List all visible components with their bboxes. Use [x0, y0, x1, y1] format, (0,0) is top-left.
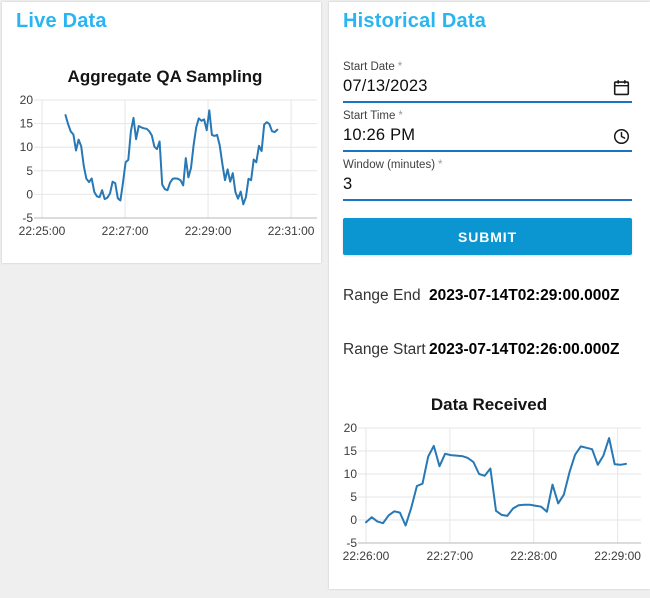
svg-text:22:26:00: 22:26:00 [343, 549, 390, 563]
start-date-input[interactable] [343, 75, 632, 103]
svg-text:22:31:00: 22:31:00 [268, 224, 315, 238]
live-chart-plot: 22:25:00 22:27:00 22:29:00 22:31:00 20 15 10 5 0… [19, 93, 317, 238]
svg-text:22:27:00: 22:27:00 [427, 549, 474, 563]
svg-text:15: 15 [20, 117, 34, 131]
historical-chart-plot: 22:26:00 22:27:00 22:28:00 22:29:00 20 15 10 5 0… [343, 421, 642, 563]
live-data-title: Live Data [16, 10, 107, 32]
live-chart: Aggregate QA Sampling 22:25:00 22:27:00 22… [12, 64, 318, 249]
required-asterisk: * [438, 159, 443, 171]
start-date-field: Start Date * [343, 60, 632, 103]
window-minutes-label: Window (minutes) * [343, 158, 632, 173]
svg-text:10: 10 [344, 467, 358, 481]
required-asterisk: * [398, 110, 403, 122]
required-asterisk: * [397, 61, 403, 73]
range-end-value: 2023-07-14T02:29:00.000Z [429, 287, 620, 304]
svg-text:22:29:00: 22:29:00 [185, 224, 232, 238]
range-end-row: Range End 2023-07-14T02:29:00.000Z [343, 287, 640, 305]
svg-text:-5: -5 [22, 211, 33, 225]
svg-text:5: 5 [350, 490, 357, 504]
start-date-label-text: Start Date [343, 61, 395, 73]
live-data-panel: Live Data Aggregate QA Sampling 22:25:00… [2, 2, 321, 263]
range-start-value: 2023-07-14T02:26:00.000Z [429, 341, 620, 358]
historical-chart-title: Data Received [430, 395, 548, 414]
svg-text:-5: -5 [346, 536, 357, 550]
svg-text:0: 0 [26, 187, 33, 201]
window-minutes-label-text: Window (minutes) [343, 159, 436, 171]
start-time-field: Start Time * [343, 109, 632, 152]
start-time-label-text: Start Time [343, 110, 396, 122]
svg-text:20: 20 [20, 93, 34, 107]
svg-text:20: 20 [344, 421, 358, 435]
window-minutes-input[interactable] [343, 173, 632, 201]
svg-text:22:25:00: 22:25:00 [19, 224, 66, 238]
clock-icon[interactable] [613, 128, 630, 145]
window-minutes-field: Window (minutes) * [343, 158, 632, 201]
historical-data-title: Historical Data [343, 10, 487, 32]
submit-button[interactable]: SUBMIT [343, 218, 632, 255]
svg-text:0: 0 [350, 513, 357, 527]
svg-text:22:29:00: 22:29:00 [594, 549, 641, 563]
svg-text:22:27:00: 22:27:00 [102, 224, 149, 238]
live-chart-title: Aggregate QA Sampling [67, 67, 263, 86]
start-time-label: Start Time * [343, 109, 632, 124]
calendar-icon[interactable] [613, 79, 630, 96]
range-end-label: Range End [343, 287, 421, 304]
historical-data-panel: Historical Data Start Date* Start Time* [329, 2, 650, 589]
start-time-input[interactable] [343, 124, 632, 152]
range-start-row: Range Start 2023-07-14T02:26:00.000Z [343, 341, 640, 359]
svg-text:22:28:00: 22:28:00 [510, 549, 557, 563]
historical-chart: Data Received 22:26:00 22:27:00 22:28:00 22… [336, 392, 642, 577]
range-start-label: Range Start [343, 341, 426, 358]
svg-text:5: 5 [26, 164, 33, 178]
start-date-label: Start Date * [343, 60, 632, 75]
svg-text:15: 15 [344, 444, 358, 458]
svg-text:10: 10 [20, 140, 34, 154]
